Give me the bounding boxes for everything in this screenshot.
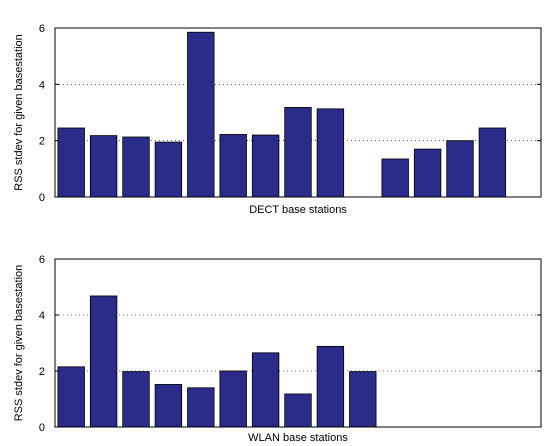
bar (57, 127, 85, 198)
bar (219, 370, 247, 428)
y-tick-label: 0 (39, 192, 45, 204)
bar (251, 352, 280, 428)
bar (154, 141, 183, 198)
y-tick-label: 0 (39, 422, 45, 434)
bar (316, 345, 345, 428)
bar (381, 158, 409, 198)
bar (187, 387, 215, 428)
x-axis-label: WLAN base stations (248, 432, 348, 444)
y-tick-label: 4 (39, 79, 45, 91)
bar (349, 371, 377, 428)
bar (251, 134, 280, 198)
y-tick-label: 2 (39, 366, 45, 378)
bar (122, 371, 150, 428)
bar (284, 107, 312, 198)
y-tick-label: 6 (39, 254, 45, 266)
bar (478, 127, 507, 198)
dect-chart: 0 2 4 6 DECT base stations RSS stdev for give… (13, 23, 542, 216)
y-tick-label: 4 (39, 310, 45, 322)
bar (446, 140, 474, 198)
bar (316, 108, 345, 198)
bar (187, 31, 215, 198)
plot-frame (54, 27, 542, 198)
bar (89, 295, 118, 428)
wlan-chart: 0 2 4 6 WLAN base stations RSS stdev for give… (13, 254, 542, 444)
bar (89, 135, 118, 198)
bar (154, 384, 183, 428)
bar (284, 393, 312, 428)
bar (413, 148, 442, 198)
y-axis-label: RSS stdev for given basestation (13, 265, 25, 422)
bar (57, 366, 85, 428)
y-axis-label: RSS stdev for given basestation (13, 34, 25, 191)
bar (122, 136, 150, 198)
y-tick-label: 6 (39, 23, 45, 35)
plot-frame (54, 258, 542, 428)
y-tick-label: 2 (39, 136, 45, 148)
x-axis-label: DECT base stations (249, 204, 347, 216)
bar (219, 134, 247, 198)
